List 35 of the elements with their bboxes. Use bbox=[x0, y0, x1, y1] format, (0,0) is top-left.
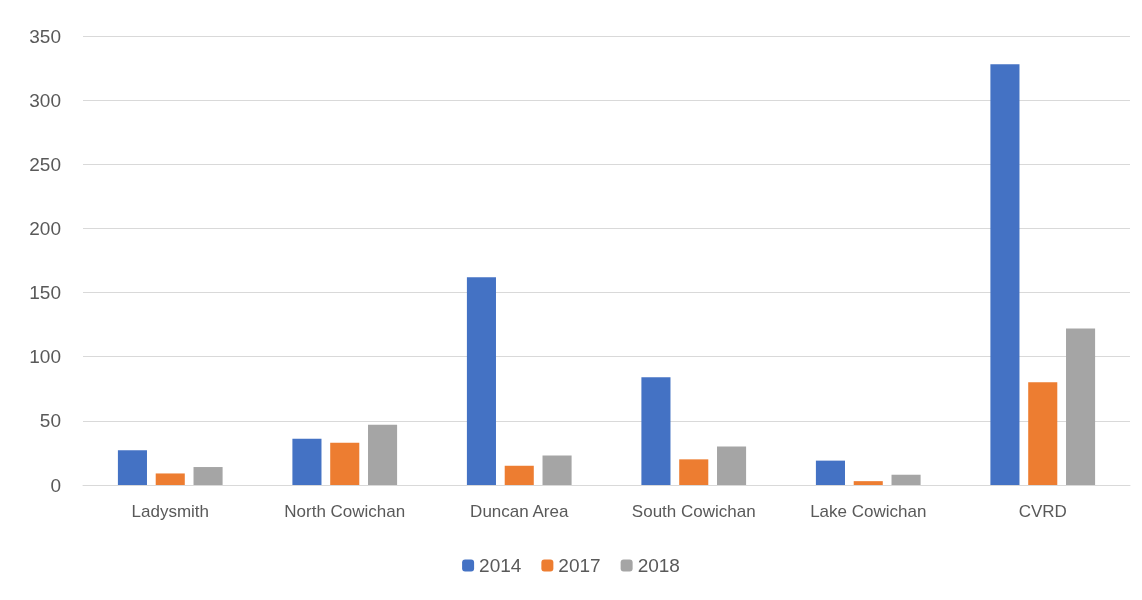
bar bbox=[504, 465, 534, 485]
y-tick-label: 150 bbox=[29, 282, 61, 304]
y-tick-label: 50 bbox=[39, 410, 61, 432]
x-tick-label: Ladysmith bbox=[131, 502, 209, 521]
x-tick-label: Duncan Area bbox=[470, 502, 569, 521]
bar bbox=[368, 424, 398, 485]
x-tick-label: CVRD bbox=[1018, 502, 1067, 521]
y-tick-label: 0 bbox=[50, 474, 61, 496]
y-tick-label: 350 bbox=[29, 25, 61, 47]
y-tick-label: 250 bbox=[29, 153, 61, 175]
bar bbox=[193, 467, 223, 485]
x-tick-label: Lake Cowichan bbox=[810, 502, 927, 521]
bar bbox=[542, 455, 572, 485]
bar bbox=[1066, 328, 1096, 485]
bar bbox=[466, 277, 496, 485]
legend-label: 2014 bbox=[479, 555, 522, 576]
bar bbox=[117, 450, 147, 485]
bar bbox=[641, 377, 671, 485]
legend-label: 2017 bbox=[558, 555, 601, 576]
bar bbox=[330, 442, 360, 485]
bar bbox=[717, 446, 747, 485]
y-tick-label: 200 bbox=[29, 217, 61, 239]
x-tick-label: South Cowichan bbox=[631, 502, 756, 521]
bar bbox=[679, 459, 709, 485]
y-tick-label: 100 bbox=[29, 346, 61, 368]
bar bbox=[990, 64, 1020, 485]
x-tick-label: North Cowichan bbox=[284, 502, 406, 521]
bar bbox=[891, 474, 921, 485]
legend-label: 2018 bbox=[637, 555, 680, 576]
bar bbox=[155, 473, 185, 485]
bar bbox=[1028, 382, 1058, 485]
bar bbox=[853, 481, 883, 485]
bar bbox=[815, 460, 845, 485]
bar bbox=[292, 438, 322, 485]
y-tick-label: 300 bbox=[29, 89, 61, 111]
